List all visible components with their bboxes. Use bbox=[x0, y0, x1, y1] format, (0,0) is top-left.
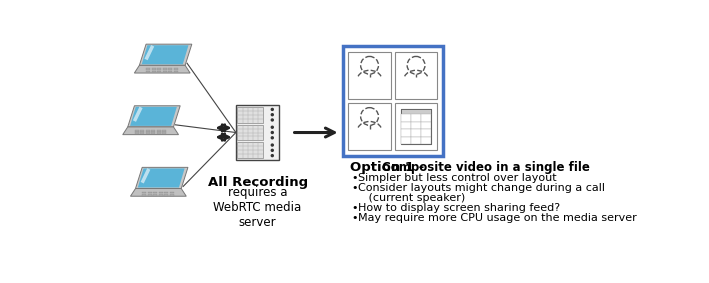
Bar bbox=[135, 130, 139, 132]
Bar bbox=[159, 194, 163, 196]
Bar bbox=[162, 71, 167, 72]
Bar bbox=[238, 107, 264, 123]
Bar bbox=[168, 68, 172, 70]
Bar bbox=[238, 125, 264, 140]
Bar bbox=[157, 130, 161, 132]
Text: •: • bbox=[352, 213, 358, 223]
Bar bbox=[159, 192, 163, 193]
Text: Consider layouts might change during a call: Consider layouts might change during a c… bbox=[357, 183, 605, 192]
Bar bbox=[401, 129, 411, 137]
Text: Composite video in a single file: Composite video in a single file bbox=[382, 161, 590, 174]
Bar bbox=[152, 68, 156, 70]
Bar bbox=[174, 71, 178, 72]
Text: All Recording: All Recording bbox=[208, 176, 308, 189]
Bar bbox=[157, 68, 162, 70]
Bar bbox=[411, 129, 421, 137]
Bar bbox=[135, 132, 139, 134]
Bar bbox=[162, 132, 166, 134]
Bar bbox=[146, 71, 150, 72]
Text: (current speaker): (current speaker) bbox=[357, 192, 465, 203]
Bar bbox=[236, 105, 279, 160]
Bar bbox=[170, 194, 174, 196]
Bar bbox=[157, 132, 161, 134]
Bar bbox=[421, 122, 431, 129]
Bar bbox=[162, 130, 166, 132]
Circle shape bbox=[271, 149, 274, 152]
Polygon shape bbox=[128, 106, 180, 127]
Bar bbox=[170, 192, 174, 193]
Circle shape bbox=[271, 118, 274, 122]
Bar bbox=[152, 71, 156, 72]
Circle shape bbox=[271, 136, 274, 140]
Text: requires a
WebRTC media
server: requires a WebRTC media server bbox=[213, 186, 302, 229]
Circle shape bbox=[271, 126, 274, 129]
Polygon shape bbox=[134, 65, 190, 73]
Bar bbox=[157, 71, 162, 72]
Text: Option 1 -: Option 1 - bbox=[350, 161, 429, 174]
Circle shape bbox=[271, 108, 274, 111]
Bar bbox=[143, 192, 147, 193]
Circle shape bbox=[271, 131, 274, 134]
Bar bbox=[348, 103, 391, 150]
Bar bbox=[140, 130, 144, 132]
FancyBboxPatch shape bbox=[343, 46, 443, 156]
Bar bbox=[401, 122, 411, 129]
Bar bbox=[164, 194, 169, 196]
Bar bbox=[411, 137, 421, 144]
Bar bbox=[143, 194, 147, 196]
Polygon shape bbox=[130, 107, 177, 126]
Text: Simpler but less control over layout: Simpler but less control over layout bbox=[357, 173, 556, 183]
Polygon shape bbox=[142, 45, 189, 64]
Bar bbox=[148, 192, 152, 193]
Bar bbox=[401, 109, 431, 144]
Polygon shape bbox=[140, 44, 192, 65]
Text: •: • bbox=[352, 203, 358, 213]
Text: •: • bbox=[352, 183, 358, 192]
Polygon shape bbox=[135, 167, 188, 188]
Bar bbox=[401, 137, 411, 144]
Bar bbox=[151, 130, 155, 132]
Circle shape bbox=[271, 154, 274, 157]
Bar bbox=[153, 192, 157, 193]
Bar bbox=[145, 130, 150, 132]
Bar bbox=[145, 132, 150, 134]
Bar bbox=[146, 68, 150, 70]
Bar bbox=[148, 194, 152, 196]
Bar bbox=[395, 103, 437, 150]
Bar bbox=[421, 129, 431, 137]
Text: May require more CPU usage on the media server: May require more CPU usage on the media … bbox=[357, 213, 636, 223]
Bar bbox=[411, 122, 421, 129]
Text: •: • bbox=[352, 173, 358, 183]
Bar bbox=[348, 52, 391, 99]
Bar bbox=[140, 132, 144, 134]
Bar bbox=[162, 68, 167, 70]
Polygon shape bbox=[123, 127, 179, 135]
Bar bbox=[164, 192, 169, 193]
Bar bbox=[401, 109, 431, 114]
Bar bbox=[421, 114, 431, 122]
Bar bbox=[421, 137, 431, 144]
Bar bbox=[153, 194, 157, 196]
Polygon shape bbox=[138, 168, 184, 187]
Bar bbox=[411, 114, 421, 122]
Text: How to display screen sharing feed?: How to display screen sharing feed? bbox=[357, 203, 559, 213]
Bar bbox=[238, 142, 264, 158]
Bar bbox=[168, 71, 172, 72]
Bar bbox=[151, 132, 155, 134]
Bar bbox=[401, 114, 411, 122]
Bar bbox=[395, 52, 437, 99]
Circle shape bbox=[271, 143, 274, 147]
Bar bbox=[174, 68, 178, 70]
Polygon shape bbox=[130, 188, 186, 196]
Circle shape bbox=[271, 113, 274, 116]
